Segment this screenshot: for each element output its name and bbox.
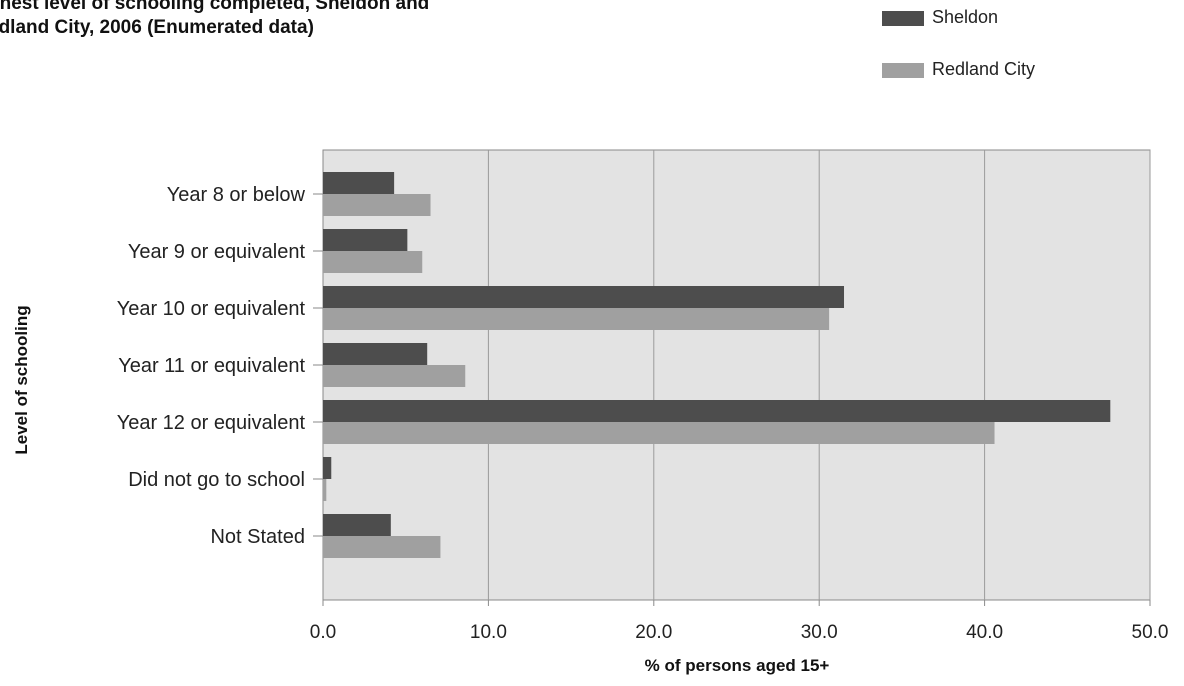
chart-title-line-2: edland City, 2006 (Enumerated data) <box>0 17 314 38</box>
x-tick-label: 40.0 <box>966 622 1003 643</box>
y-tick-label: Year 11 or equivalent <box>118 355 305 377</box>
bar <box>323 400 1111 422</box>
x-axis-label: % of persons aged 15+ <box>644 656 830 675</box>
bar <box>323 308 830 330</box>
bar <box>323 251 423 273</box>
x-tick-label: 10.0 <box>470 622 507 643</box>
chart-title: ghest level of schooling completed, Shel… <box>0 0 608 40</box>
bar <box>323 479 327 501</box>
y-tick-label: Year 8 or below <box>167 184 306 206</box>
y-tick-label: Not Stated <box>210 526 305 548</box>
legend-swatch-redland-city <box>882 63 924 78</box>
legend-swatch-sheldon <box>882 11 924 26</box>
y-tick-label: Did not go to school <box>128 469 305 491</box>
grid-lines <box>487 150 1151 600</box>
legend-label-redland-city: Redland City <box>932 59 1036 79</box>
legend-label-sheldon: Sheldon <box>932 7 999 27</box>
bar <box>323 229 408 251</box>
bar <box>323 514 391 536</box>
chart-title-line-1: ghest level of schooling completed, Shel… <box>0 0 430 14</box>
x-tick-label: 0.0 <box>310 622 336 643</box>
y-axis-label: Level of schooling <box>12 305 31 455</box>
bar <box>323 343 428 365</box>
bar <box>323 286 845 308</box>
y-tick-label: Year 12 or equivalent <box>117 412 306 434</box>
x-tick-label: 30.0 <box>801 622 838 643</box>
x-tick-label: 20.0 <box>635 622 672 643</box>
x-tick-label: 50.0 <box>1132 622 1169 643</box>
bars <box>323 172 1111 558</box>
axes: 0.0 10.0 20.0 30.0 40.0 50.0 Year 8 or below Ye… <box>117 184 1169 643</box>
bar <box>323 172 395 194</box>
y-tick-label: Year 10 or equivalent <box>117 298 306 320</box>
bar <box>323 194 431 216</box>
bar <box>323 536 441 558</box>
y-tick-label: Year 9 or equivalent <box>128 241 306 263</box>
bar <box>323 365 466 387</box>
bar <box>323 457 332 479</box>
bar <box>323 422 995 444</box>
